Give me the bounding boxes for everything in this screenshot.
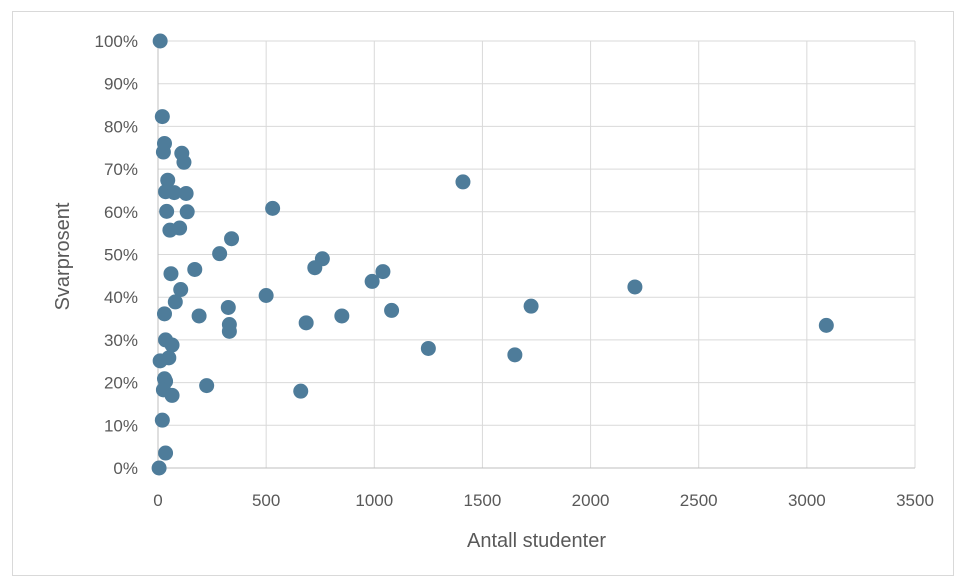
y-tick-label: 70%	[104, 160, 138, 179]
gridlines	[158, 40, 916, 468]
data-point	[818, 317, 834, 333]
data-point	[334, 308, 350, 324]
data-point	[166, 185, 182, 201]
data-point	[154, 109, 170, 125]
y-tick-label: 50%	[104, 246, 138, 265]
x-tick-label: 500	[252, 491, 280, 510]
data-point	[507, 347, 523, 363]
data-point	[178, 185, 194, 201]
y-tick-label: 30%	[104, 331, 138, 350]
data-points	[151, 33, 834, 476]
data-point	[258, 287, 274, 303]
y-tick-label: 100%	[95, 32, 138, 51]
data-point	[307, 260, 323, 276]
data-point	[212, 246, 228, 262]
data-point	[455, 174, 471, 190]
data-point	[167, 294, 183, 310]
data-point	[187, 261, 203, 277]
data-point	[221, 323, 237, 339]
y-tick-label: 40%	[104, 288, 138, 307]
y-tick-label: 60%	[104, 203, 138, 222]
data-point	[420, 340, 436, 356]
x-tick-label: 1500	[464, 491, 502, 510]
data-point	[151, 460, 167, 476]
chart-frame	[12, 11, 954, 576]
data-point	[160, 172, 176, 188]
data-point	[523, 298, 539, 314]
y-tick-label: 0%	[113, 459, 138, 478]
data-point	[163, 266, 179, 282]
x-tick-label: 1000	[355, 491, 393, 510]
data-point	[161, 350, 177, 366]
x-tick-label: 2500	[680, 491, 718, 510]
y-tick-label: 10%	[104, 416, 138, 435]
y-tick-label: 90%	[104, 75, 138, 94]
x-tick-label: 3500	[896, 491, 934, 510]
x-tick-label: 0	[153, 491, 162, 510]
data-point	[162, 222, 178, 238]
x-tick-labels: 0 500 1000 1500 2000 2500 3000 3500	[153, 491, 934, 510]
data-point	[364, 273, 380, 289]
data-point	[191, 308, 207, 324]
data-point	[293, 383, 309, 399]
data-point	[156, 306, 172, 322]
data-point	[199, 378, 215, 394]
data-point	[220, 299, 236, 315]
data-point	[173, 282, 189, 298]
y-tick-label: 20%	[104, 374, 138, 393]
data-point	[164, 387, 180, 403]
data-point	[179, 204, 195, 220]
data-point	[384, 302, 400, 318]
data-point	[224, 231, 240, 247]
data-point	[265, 200, 281, 216]
data-point	[154, 412, 170, 428]
data-point	[158, 445, 174, 461]
x-axis-title: Antall studenter	[467, 530, 606, 552]
data-point	[176, 154, 192, 170]
data-point	[298, 315, 314, 331]
y-tick-labels: 0% 10% 20% 30% 40% 50% 60% 70% 80% 90% 100%	[95, 32, 138, 478]
y-tick-label: 80%	[104, 117, 138, 136]
x-tick-label: 2000	[572, 491, 610, 510]
x-tick-label: 3000	[788, 491, 826, 510]
data-point	[164, 337, 180, 353]
data-point	[152, 33, 168, 49]
data-point	[627, 279, 643, 295]
data-point	[375, 264, 391, 280]
y-axis-title: Svarprosent	[52, 202, 74, 310]
data-point	[155, 144, 171, 160]
data-point	[159, 203, 175, 219]
